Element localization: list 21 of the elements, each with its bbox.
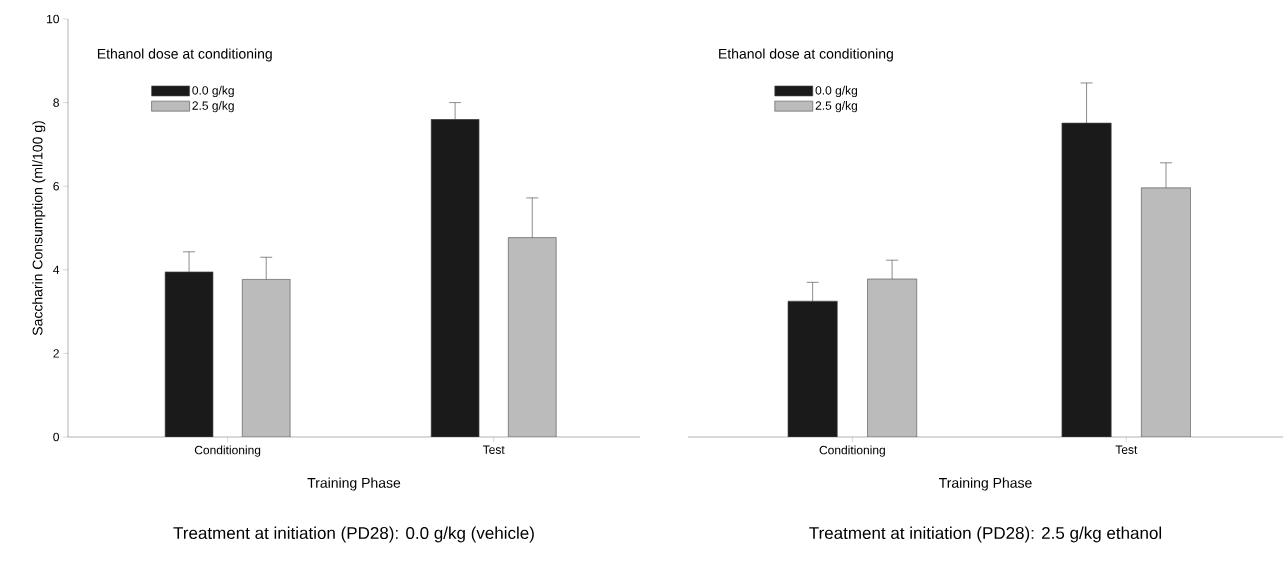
x-axis-title: Training Phase	[307, 477, 401, 491]
x-tick-label: Test	[482, 445, 505, 454]
legend-label: 2.5 g/kg	[815, 101, 858, 113]
y-tick-label: 6	[53, 181, 59, 191]
y-tick-label: 0	[53, 432, 60, 442]
text: Treatment at initiation (PD28): 0.0 g/kg (vehicle)	[173, 526, 534, 543]
y-axis-title: Saccharin Consumption (ml/100 g)	[32, 121, 46, 336]
text: Treatment at initiation (PD28): 2.5 g/kg ethanol	[809, 526, 1162, 543]
legend-title: Ethanol dose at conditioning	[97, 48, 272, 62]
legend-label: 0.0 g/kg	[192, 85, 234, 98]
x-tick-label: Conditioning	[194, 445, 261, 457]
x-tick-label: Test	[1115, 445, 1138, 454]
x-axis-title: Training Phase	[939, 477, 1032, 491]
legend-label: 0.0 g/kg	[815, 85, 858, 98]
y-tick-label: 2	[53, 349, 59, 358]
y-tick-label: 10	[47, 14, 60, 24]
y-tick-label: 4	[53, 265, 60, 274]
legend-label: 2.5 g/kg	[192, 101, 234, 113]
x-tick-label: Conditioning	[819, 445, 885, 457]
y-tick-label: 8	[53, 98, 59, 107]
legend-title: Ethanol dose at conditioning	[719, 48, 893, 62]
